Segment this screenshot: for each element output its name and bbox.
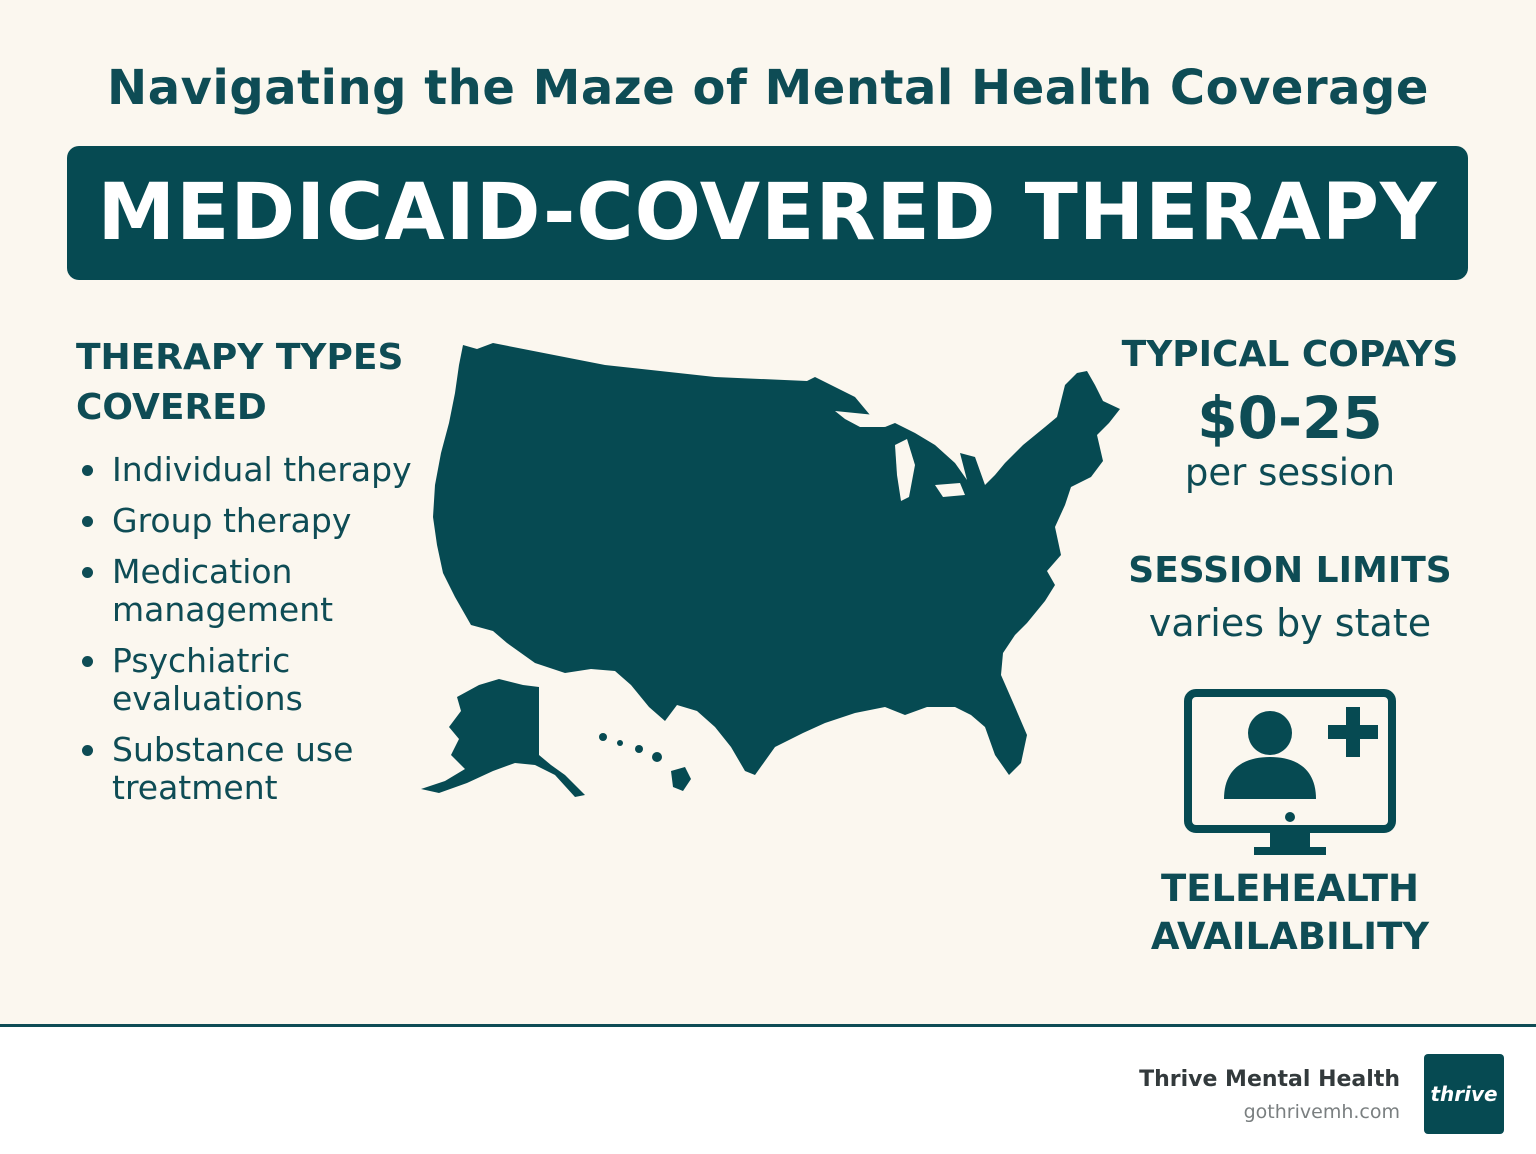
session-limits-heading: SESSION LIMITS xyxy=(1128,550,1452,591)
banner-title: MEDICAID-COVERED THERAPY xyxy=(97,168,1438,258)
therapy-types-heading-line1: THERAPY TYPES xyxy=(76,337,404,378)
alaska-shape xyxy=(421,679,585,797)
coverage-details: TYPICAL COPAYS $0-25 per session SESSION… xyxy=(1100,333,1480,961)
therapy-types-list: Individual therapy Group therapy Medicat… xyxy=(76,451,416,807)
telehealth-heading: TELEHEALTH AVAILABILITY xyxy=(1100,865,1480,961)
list-item-line2: treatment xyxy=(112,768,278,807)
us-map xyxy=(415,335,1135,805)
list-item: Psychiatric evaluations xyxy=(76,642,416,718)
us-map-icon xyxy=(421,343,1120,797)
brand-url[interactable]: gothrivemh.com xyxy=(1243,1101,1400,1123)
list-item: Group therapy xyxy=(76,502,416,540)
telehealth-monitor-icon xyxy=(1184,689,1396,855)
copays-unit: per session xyxy=(1184,451,1396,494)
copays-value: $0-25 xyxy=(1197,384,1383,452)
telehealth-line2: AVAILABILITY xyxy=(1150,915,1430,958)
brand-name: Thrive Mental Health xyxy=(1139,1067,1400,1092)
therapy-types-section: THERAPY TYPES COVERED Individual therapy… xyxy=(76,333,416,820)
copays-heading: TYPICAL COPAYS xyxy=(1121,334,1459,375)
list-item-line1: Group therapy xyxy=(112,501,352,540)
list-item: Substance use treatment xyxy=(76,731,416,807)
list-item-line1: Substance use xyxy=(112,730,354,769)
telehealth-line1: TELEHEALTH xyxy=(1161,867,1419,910)
therapy-types-heading-line2: COVERED xyxy=(76,387,267,428)
session-limits-value: varies by state xyxy=(1148,601,1432,645)
list-item: Medication management xyxy=(76,553,416,629)
page-title: Navigating the Maze of Mental Health Cov… xyxy=(107,60,1429,116)
list-item-line2: evaluations xyxy=(112,679,303,718)
list-item-line1: Psychiatric xyxy=(112,641,291,680)
list-item-line1: Individual therapy xyxy=(112,450,412,489)
footer: Thrive Mental Health gothrivemh.com thri… xyxy=(0,1024,1536,1154)
contiguous-us-shape xyxy=(433,343,1120,775)
list-item-line1: Medication xyxy=(112,552,293,591)
therapy-types-heading: THERAPY TYPES COVERED xyxy=(76,333,416,433)
banner: MEDICAID-COVERED THERAPY xyxy=(67,146,1468,280)
list-item-line2: management xyxy=(112,590,334,629)
logo-text: thrive xyxy=(1430,1082,1498,1106)
thrive-logo: thrive xyxy=(1424,1054,1504,1134)
list-item: Individual therapy xyxy=(76,451,416,489)
